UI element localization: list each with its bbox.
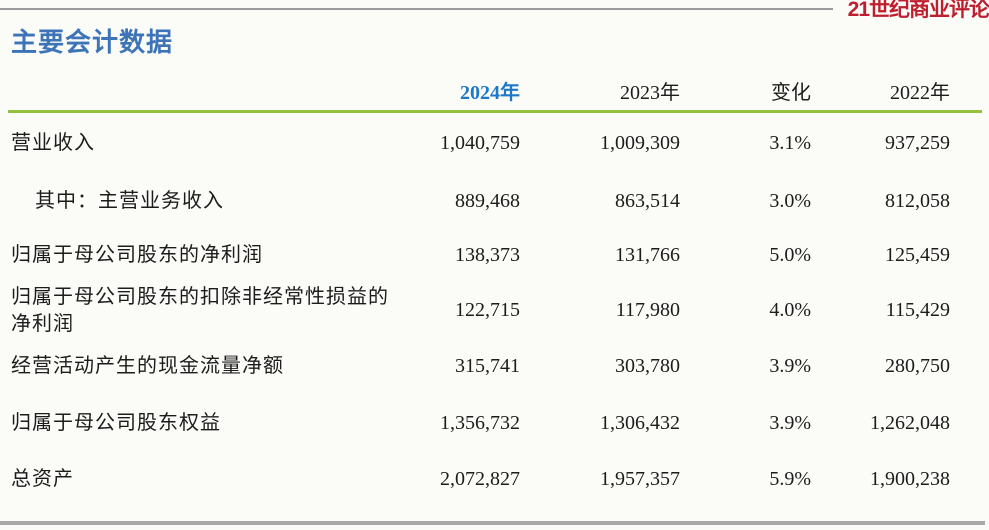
value-2024: 1,356,732: [440, 412, 520, 434]
value-change: 3.9%: [769, 355, 811, 377]
table-row: 总资产 2,072,827 1,957,357 5.9% 1,900,238: [11, 452, 950, 507]
value-change: 3.0%: [769, 190, 811, 212]
column-header-2022: 2022年: [890, 82, 950, 104]
brand-logo: 21世纪商业评论: [847, 0, 989, 21]
table-row: 归属于母公司股东的净利润 138,373 131,766 5.0% 125,45…: [11, 228, 950, 283]
table-row: 经营活动产生的现金流量净额 315,741 303,780 3.9% 280,7…: [11, 338, 950, 395]
column-header-change: 变化: [771, 82, 811, 104]
value-2022: 280,750: [885, 355, 950, 377]
value-2023: 1,957,357: [600, 468, 680, 490]
value-2023: 117,980: [615, 299, 680, 321]
value-2024: 889,468: [455, 190, 520, 212]
row-label: 经营活动产生的现金流量净额: [11, 355, 284, 377]
row-label: 归属于母公司股东权益: [11, 412, 221, 434]
column-header-2024: 2024年: [460, 82, 520, 104]
value-2022: 1,900,238: [870, 468, 950, 490]
table-row: 归属于母公司股东的扣除非经常性损益的 净利润 122,715 117,980 4…: [11, 283, 950, 338]
value-2022: 1,262,048: [870, 412, 950, 434]
value-2024: 315,741: [455, 355, 520, 377]
value-2023: 863,514: [615, 190, 680, 212]
value-2022: 115,429: [885, 299, 950, 321]
value-change: 5.0%: [769, 244, 811, 266]
value-2023: 131,766: [615, 244, 680, 266]
label-column-header: [11, 76, 420, 112]
value-2022: 812,058: [885, 190, 950, 212]
table-row: 其中：主营业务收入 889,468 863,514 3.0% 812,058: [11, 175, 950, 228]
value-2024: 2,072,827: [440, 468, 520, 490]
row-label: 总资产: [11, 468, 74, 490]
value-2023: 303,780: [615, 355, 680, 377]
accounting-data-table: 2024年 2023年 变化 2022年 营业收入 1,040,759 1,00…: [11, 76, 950, 507]
row-label: 营业收入: [11, 132, 95, 154]
row-label: 归属于母公司股东的扣除非经常性损益的 净利润: [11, 285, 389, 335]
bottom-divider: [0, 521, 985, 525]
column-header-2023: 2023年: [620, 82, 680, 104]
value-2024: 138,373: [455, 244, 520, 266]
table-row: 营业收入 1,040,759 1,009,309 3.1% 937,259: [11, 112, 950, 175]
value-2022: 125,459: [885, 244, 950, 266]
value-change: 3.1%: [769, 132, 811, 154]
value-2024: 1,040,759: [440, 132, 520, 154]
row-label: 归属于母公司股东的净利润: [11, 244, 263, 266]
top-divider: [0, 8, 833, 10]
value-change: 5.9%: [769, 468, 811, 490]
value-change: 3.9%: [769, 412, 811, 434]
page-title: 主要会计数据: [11, 27, 174, 57]
header-underline: [8, 110, 982, 113]
row-label: 其中：主营业务收入: [35, 190, 224, 212]
value-change: 4.0%: [769, 299, 811, 321]
table-row: 归属于母公司股东权益 1,356,732 1,306,432 3.9% 1,26…: [11, 395, 950, 452]
value-2022: 937,259: [885, 132, 950, 154]
value-2023: 1,009,309: [600, 132, 680, 154]
value-2024: 122,715: [455, 299, 520, 321]
table-header-row: 2024年 2023年 变化 2022年: [11, 76, 950, 112]
value-2023: 1,306,432: [600, 412, 680, 434]
